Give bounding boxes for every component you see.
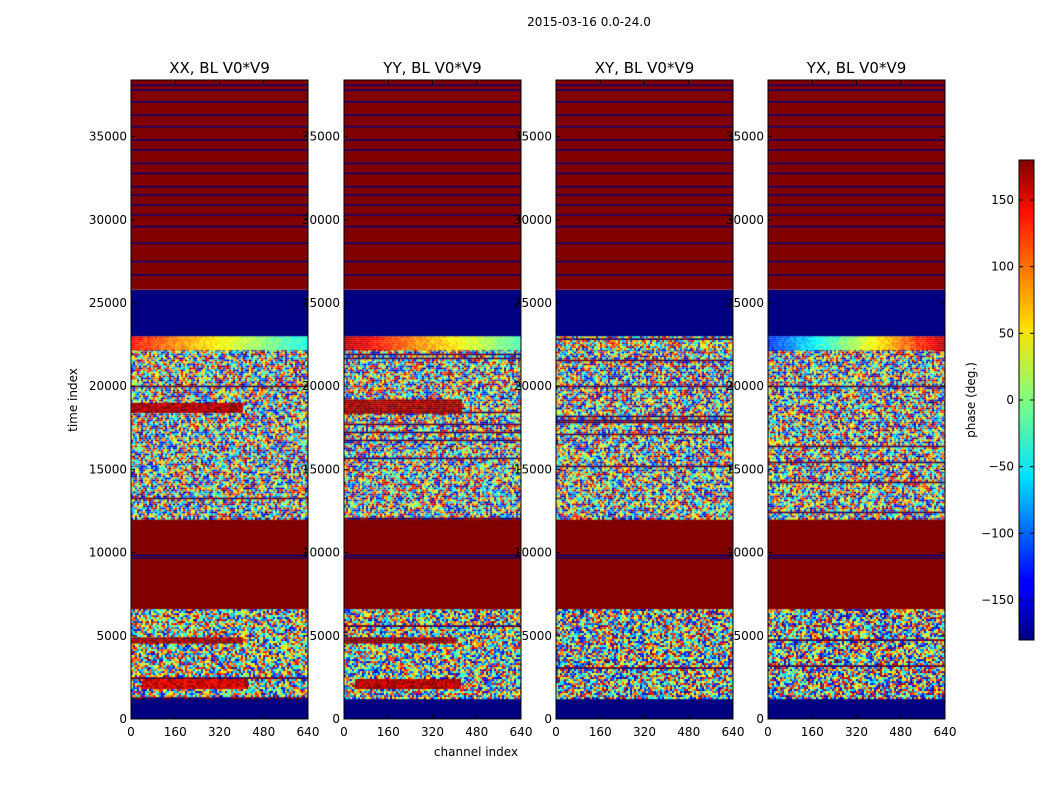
panel-2: XY, BL V0*V9 0 160 320 480 640 0 5000 10000 15000…	[514, 59, 745, 739]
y-tick-label: 25000	[514, 296, 552, 310]
y-tick-label: 20000	[726, 379, 764, 393]
panel-title: YX, BL V0*V9	[806, 59, 907, 77]
x-tick-label: 480	[889, 725, 912, 739]
y-tick-label: 5000	[96, 629, 127, 643]
x-tick-label: 0	[764, 725, 772, 739]
y-tick-label: 15000	[514, 462, 552, 476]
x-tick-label: 640	[722, 725, 745, 739]
y-tick-label: 15000	[89, 462, 127, 476]
y-tick-label: 15000	[302, 462, 340, 476]
y-tick-label: 0	[544, 712, 552, 726]
y-tick-label: 25000	[726, 296, 764, 310]
heatmap-image	[344, 80, 521, 719]
y-tick-label: 30000	[302, 213, 340, 227]
colorbar-label: phase (deg.)	[964, 362, 978, 438]
y-tick-label: 10000	[726, 546, 764, 560]
y-tick-label: 10000	[514, 546, 552, 560]
y-tick-label: 10000	[302, 546, 340, 560]
x-tick-label: 480	[465, 725, 488, 739]
heatmap-canvas	[131, 80, 308, 719]
colorbar-tick-label: 0	[1006, 393, 1014, 407]
panel-title: XX, BL V0*V9	[169, 59, 270, 77]
heatmap-image	[768, 80, 945, 719]
colorbar-tick-label: −150	[981, 593, 1014, 607]
y-tick-label: 35000	[514, 130, 552, 144]
y-tick-label: 0	[756, 712, 764, 726]
heatmap-canvas	[768, 80, 945, 719]
y-tick-label: 30000	[89, 213, 127, 227]
colorbar-tick-label: 100	[991, 260, 1014, 274]
y-tick-label: 0	[119, 712, 127, 726]
y-tick-label: 25000	[302, 296, 340, 310]
x-tick-label: 160	[589, 725, 612, 739]
x-tick-label: 160	[377, 725, 400, 739]
y-tick-label: 30000	[726, 213, 764, 227]
colorbar: 150 100 50 0 −50 −100 −150	[981, 159, 1035, 641]
x-tick-label: 320	[633, 725, 656, 739]
y-tick-label: 0	[332, 712, 340, 726]
x-tick-label: 160	[164, 725, 187, 739]
y-tick-label: 35000	[726, 130, 764, 144]
colorbar-tick-label: −50	[989, 460, 1014, 474]
panel-title: XY, BL V0*V9	[595, 59, 695, 77]
x-axis-label: channel index	[434, 745, 518, 759]
x-tick-label: 640	[297, 725, 320, 739]
colorbar-tick-label: 50	[999, 326, 1014, 340]
heatmap-canvas	[344, 80, 521, 719]
y-tick-label: 25000	[89, 296, 127, 310]
x-tick-label: 0	[552, 725, 560, 739]
y-tick-label: 20000	[302, 379, 340, 393]
y-tick-label: 5000	[733, 629, 764, 643]
colorbar-tick-label: 150	[991, 193, 1014, 207]
heatmap-canvas	[556, 80, 733, 719]
heatmap-image	[131, 80, 308, 719]
x-tick-label: 480	[252, 725, 275, 739]
x-tick-label: 480	[677, 725, 700, 739]
x-tick-label: 640	[510, 725, 533, 739]
y-tick-label: 30000	[514, 213, 552, 227]
heatmap-image	[556, 80, 733, 719]
y-tick-label: 20000	[514, 379, 552, 393]
panel-title: YY, BL V0*V9	[382, 59, 481, 77]
colorbar-tick-label: −100	[981, 526, 1014, 540]
x-tick-label: 320	[421, 725, 444, 739]
y-tick-label: 35000	[302, 130, 340, 144]
panel-group: XX, BL V0*V9 0 160 320 480 640 0 5000 10000 15000…	[89, 59, 957, 739]
panel-1: YY, BL V0*V9 0 160 320 480 640 0 5000 10000 15000…	[302, 59, 533, 739]
figure-title: 2015-03-16 0.0-24.0	[527, 15, 651, 29]
x-tick-label: 640	[934, 725, 957, 739]
x-tick-label: 0	[127, 725, 135, 739]
panel-3: YX, BL V0*V9 0 160 320 480 640 0 5000 10000 15000…	[726, 59, 957, 739]
panel-0: XX, BL V0*V9 0 160 320 480 640 0 5000 10000 15000…	[89, 59, 320, 739]
y-tick-label: 5000	[521, 629, 552, 643]
x-tick-label: 320	[845, 725, 868, 739]
y-axis-label: time index	[66, 368, 80, 432]
y-tick-label: 10000	[89, 546, 127, 560]
x-tick-label: 160	[801, 725, 824, 739]
y-tick-label: 20000	[89, 379, 127, 393]
x-tick-label: 0	[340, 725, 348, 739]
y-tick-label: 35000	[89, 130, 127, 144]
y-tick-label: 5000	[309, 629, 340, 643]
x-tick-label: 320	[208, 725, 231, 739]
y-tick-label: 15000	[726, 462, 764, 476]
